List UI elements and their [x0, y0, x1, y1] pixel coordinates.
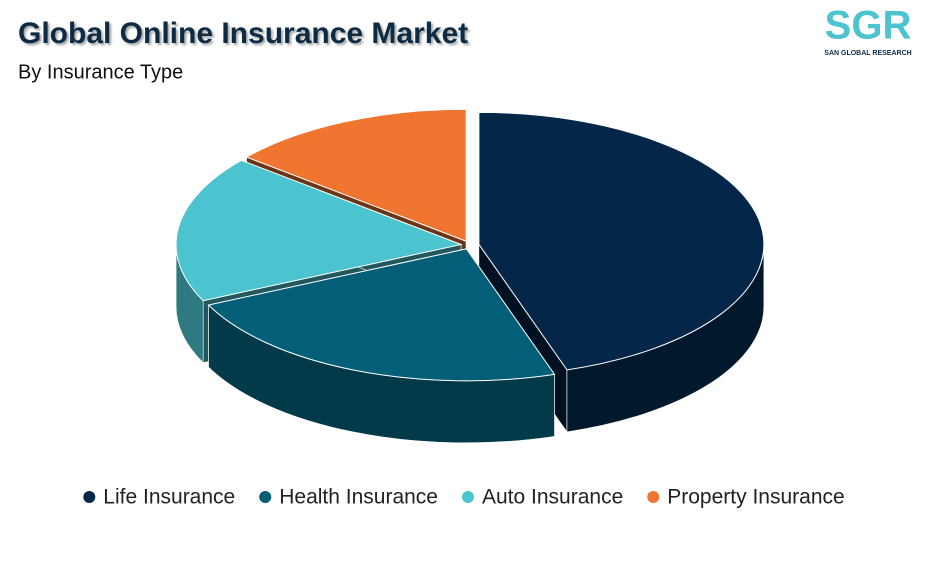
logo-name: SAN GLOBAL RESEARCH: [824, 50, 911, 57]
legend-item: Health Insurance: [259, 486, 438, 509]
legend-marker: [259, 491, 272, 503]
legend-label: Auto Insurance: [482, 486, 623, 509]
legend-item: Auto Insurance: [461, 486, 623, 509]
chart-subtitle: By Insurance Type: [18, 61, 183, 83]
chart-title: Global Online Insurance Market: [18, 17, 468, 50]
legend-marker: [461, 491, 474, 503]
logo-mark: SGR: [825, 4, 912, 48]
slice: [245, 108, 467, 242]
legend-label: Property Insurance: [667, 486, 844, 509]
slice: [175, 159, 463, 302]
slice: [478, 111, 765, 371]
legend-marker: [83, 491, 96, 503]
legend-label: Health Insurance: [279, 486, 438, 509]
legend-marker: [647, 491, 660, 503]
slice-group: [207, 247, 556, 444]
slice: [207, 248, 556, 382]
legend-label: Life Insurance: [103, 486, 235, 509]
legend-item: Life Insurance: [83, 486, 235, 509]
legend-item: Property Insurance: [647, 486, 845, 509]
